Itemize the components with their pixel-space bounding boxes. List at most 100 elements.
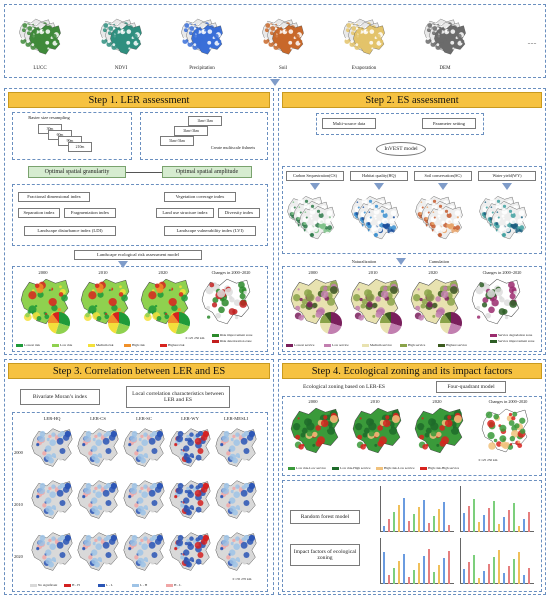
lisa-map: [31, 532, 73, 571]
amplitude-box: Optimal spatial amplitude: [162, 166, 252, 178]
flow-arrow-down: [270, 79, 280, 86]
lisa-row-label: 2010: [14, 502, 23, 507]
lisa-map: [215, 428, 257, 467]
legend-label: Highest service: [446, 343, 467, 347]
lisa-legend-item: L - H: [132, 583, 147, 587]
ler-legend-item: Highest risk: [160, 343, 184, 347]
importance-bar: [433, 572, 435, 584]
importance-bar: [483, 515, 485, 532]
lisa-column-label: LER-MESLI: [224, 416, 248, 421]
importance-bar: [528, 568, 530, 584]
fishnet-size-box: 3km×3km: [174, 126, 208, 136]
importance-bar: [418, 507, 420, 532]
cumulation-label: Cumulation: [428, 259, 450, 264]
es-pie: [440, 312, 462, 334]
ler-change-legend-item: Risk deterioration zone: [212, 339, 252, 343]
lisa-row-label: 2000: [14, 450, 23, 455]
input-layer-evaporation: [353, 24, 385, 55]
connector-line: [126, 172, 162, 173]
es-year-label: 2020: [428, 270, 438, 275]
lisa-map: [123, 428, 165, 467]
importance-bar: [488, 508, 490, 532]
importance-bar: [443, 558, 445, 584]
ler-pie: [168, 312, 190, 334]
importance-bar: [428, 549, 430, 584]
service-label-box: Habitat quality(HQ): [350, 171, 408, 181]
es-change-legend-item: Service degradation zone: [490, 333, 532, 337]
importance-bar: [433, 516, 435, 532]
es-legend-item: Highest service: [438, 343, 467, 347]
ler-year-label: 2000: [38, 270, 48, 275]
lisa-map: [169, 480, 211, 519]
lisa-map: [77, 532, 119, 571]
importance-bar: [493, 557, 495, 584]
multisource-box: Multi-source data: [322, 118, 376, 129]
lisa-column-label: LER-HQ: [43, 416, 61, 421]
importance-bar: [398, 561, 400, 584]
service-arrow: [310, 183, 320, 190]
invest-model-box: InVEST model: [376, 142, 426, 156]
step2-title: Step 2. ES assessment: [282, 92, 542, 108]
importance-bar: [513, 503, 515, 532]
lisa-map: [215, 480, 257, 519]
importance-bar: [448, 525, 450, 532]
input-layer-precipitation: [191, 24, 223, 55]
importance-bar: [528, 512, 530, 532]
input-label: Soil: [278, 66, 288, 71]
importance-bar: [483, 571, 485, 584]
index-fractal: Fractional dimensional index: [18, 192, 90, 202]
service-label-box: Carbon Sequestration(CS): [286, 171, 344, 181]
rf-panel: [282, 480, 542, 592]
legend-label: Low service: [332, 343, 349, 347]
es-legend-item: Lowest service: [286, 343, 314, 347]
importance-bar: [423, 500, 425, 532]
importance-bar: [498, 524, 500, 532]
ler-change-map: [201, 278, 251, 325]
lisa-map: [169, 532, 211, 571]
lisa-map: [123, 532, 165, 571]
step4-panel: [278, 359, 546, 595]
input-layer-lucc: [29, 24, 61, 55]
top-ellipsis: ......: [527, 40, 537, 46]
service-map: [427, 206, 463, 240]
es-year-label: 2010: [368, 270, 378, 275]
fishnet-size-box: 1km×1km: [188, 116, 222, 126]
ler-legend-item: High risk: [124, 343, 145, 347]
es-change-legend-item: Service improvement zone: [490, 339, 534, 343]
zoning-year-label: 2020: [432, 399, 442, 404]
importance-bar: [498, 550, 500, 584]
importance-bar: [438, 565, 440, 584]
legend-label: High service: [408, 343, 426, 347]
service-map: [363, 206, 399, 240]
ler-model-box: Landscape ecological risk assessment mod…: [74, 250, 202, 260]
step4-title: Step 4. Ecological zoning and its impact…: [282, 363, 542, 379]
zoning-scale: 0 125 250 km: [478, 458, 498, 462]
es-map: [410, 278, 460, 325]
lisa-legend-item: H - L: [166, 583, 181, 587]
input-label: Evaporation: [351, 66, 377, 71]
fishnet-panel: [140, 112, 268, 160]
importance-bar: [408, 577, 410, 584]
importance-bar: [518, 552, 520, 584]
importance-bar: [403, 498, 405, 532]
legend-label: L - H: [140, 583, 148, 587]
importance-chart: [380, 486, 454, 532]
legend-label: Low risk-High service: [340, 466, 371, 470]
indices-panel: [12, 184, 268, 246]
ler-legend-item: Medium risk: [88, 343, 113, 347]
input-layer-ndvi: [110, 24, 142, 55]
importance-bar: [478, 578, 480, 584]
legend-label: Low risk-Low service: [296, 466, 326, 470]
service-map: [299, 206, 335, 240]
ler-pie: [48, 312, 70, 334]
ldi-box: Landscape disturbance index (LDI): [24, 226, 116, 236]
granularity-box: Optimal spatial granularity: [28, 166, 126, 178]
es-pie: [380, 312, 402, 334]
ler-maps-panel: [12, 266, 268, 352]
importance-bar: [423, 556, 425, 584]
importance-bar: [513, 559, 515, 584]
zoning-map: [290, 407, 340, 454]
input-data-panel: [4, 4, 546, 78]
service-arrow: [502, 183, 512, 190]
ler-change-legend-item: Risk improvement zone: [212, 333, 252, 337]
